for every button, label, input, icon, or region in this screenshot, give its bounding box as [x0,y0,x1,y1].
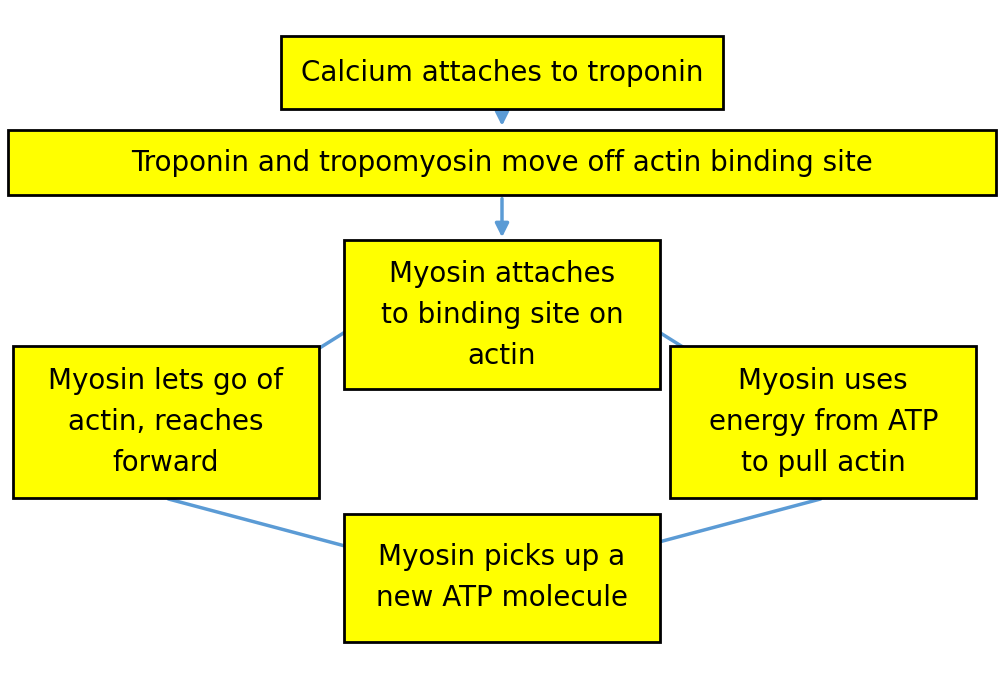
Text: Troponin and tropomyosin move off actin binding site: Troponin and tropomyosin move off actin … [131,149,872,176]
FancyBboxPatch shape [344,513,660,642]
Text: Myosin uses
energy from ATP
to pull actin: Myosin uses energy from ATP to pull acti… [708,367,937,477]
FancyBboxPatch shape [344,241,660,389]
FancyBboxPatch shape [670,346,975,498]
FancyBboxPatch shape [8,130,995,196]
Text: Myosin picks up a
new ATP molecule: Myosin picks up a new ATP molecule [376,543,627,612]
FancyBboxPatch shape [13,346,319,498]
Text: Myosin lets go of
actin, reaches
forward: Myosin lets go of actin, reaches forward [48,367,283,477]
Text: Calcium attaches to troponin: Calcium attaches to troponin [301,59,702,86]
Text: Myosin attaches
to binding site on
actin: Myosin attaches to binding site on actin [380,260,623,370]
FancyBboxPatch shape [281,37,722,109]
